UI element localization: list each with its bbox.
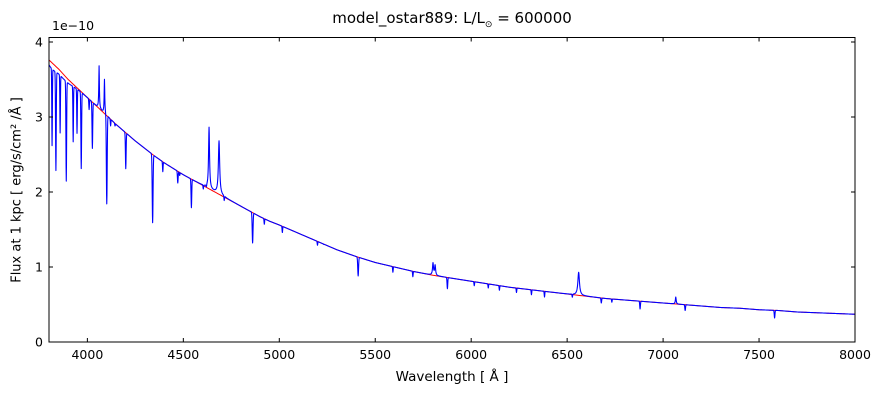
x-tick-label: 5000 (263, 347, 295, 362)
x-tick-label: 5500 (359, 347, 391, 362)
x-tick-label: 6500 (551, 347, 583, 362)
x-tick-label: 6000 (455, 347, 487, 362)
y-tick-label: 2 (35, 185, 43, 200)
plot-title: model_ostar889: L/L⊙ = 600000 (49, 9, 855, 34)
y-axis-offset-text: 1e−10 (52, 18, 95, 33)
axes-frame (48, 37, 856, 343)
x-tick-label: 7000 (647, 347, 679, 362)
plot-title-suffix: = 600000 (492, 9, 572, 27)
x-tick-label: 4000 (71, 347, 103, 362)
spectrum-line (48, 64, 856, 319)
y-axis-label: Flux at 1 kpc [ erg/s/cm² /Å ] (9, 97, 25, 283)
y-tick-label: 1 (35, 260, 43, 275)
y-tick-label: 3 (35, 110, 43, 125)
x-tick-label: 4500 (167, 347, 199, 362)
sun-symbol-subscript: ⊙ (484, 20, 493, 30)
x-axis-label: Wavelength [ Å ] (395, 369, 509, 385)
y-tick-label: 4 (35, 35, 43, 50)
y-tick-label: 0 (35, 335, 43, 350)
x-tick-label: 8000 (839, 347, 871, 362)
plot-title-text: model_ostar889: L/L (332, 9, 485, 27)
x-tick-label: 7500 (743, 347, 775, 362)
